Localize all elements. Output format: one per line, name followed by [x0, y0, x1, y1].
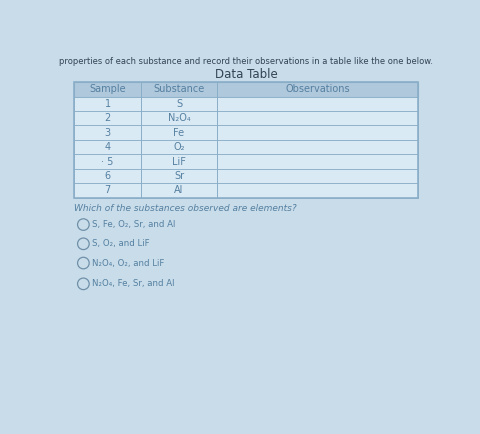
- Text: Observations: Observations: [285, 84, 349, 94]
- Text: 6: 6: [104, 171, 110, 181]
- Text: Al: Al: [174, 185, 183, 195]
- Text: properties of each substance and record their observations in a table like the o: properties of each substance and record …: [59, 57, 432, 66]
- Text: S, O₂, and LiF: S, O₂, and LiF: [92, 239, 150, 248]
- Bar: [74, 155, 417, 169]
- Text: 2: 2: [104, 113, 110, 123]
- Text: Substance: Substance: [153, 84, 204, 94]
- Text: D: D: [80, 279, 86, 288]
- Text: 4: 4: [104, 142, 110, 152]
- Text: · 5: · 5: [101, 157, 114, 167]
- Bar: [74, 183, 417, 197]
- Bar: [74, 125, 417, 140]
- Text: O₂: O₂: [173, 142, 184, 152]
- Text: 3: 3: [104, 128, 110, 138]
- Circle shape: [77, 278, 89, 289]
- Text: 7: 7: [104, 185, 110, 195]
- Text: Sample: Sample: [89, 84, 126, 94]
- Text: N₂O₄: N₂O₄: [168, 113, 190, 123]
- Bar: [74, 82, 417, 197]
- Text: Data Table: Data Table: [214, 68, 277, 81]
- Text: Which of the substances observed are elements?: Which of the substances observed are ele…: [74, 204, 296, 213]
- Text: N₂O₄, O₂, and LiF: N₂O₄, O₂, and LiF: [92, 259, 164, 267]
- Bar: [74, 96, 417, 111]
- Text: Sr: Sr: [174, 171, 184, 181]
- Circle shape: [77, 257, 89, 269]
- Text: A: A: [80, 220, 86, 229]
- Text: LiF: LiF: [172, 157, 186, 167]
- Text: S: S: [176, 99, 182, 109]
- Bar: [74, 169, 417, 183]
- Circle shape: [77, 238, 89, 250]
- Text: Fe: Fe: [173, 128, 184, 138]
- Text: N₂O₄, Fe, Sr, and Al: N₂O₄, Fe, Sr, and Al: [92, 279, 174, 288]
- Circle shape: [77, 219, 89, 230]
- Text: S, Fe, O₂, Sr, and Al: S, Fe, O₂, Sr, and Al: [92, 220, 175, 229]
- Bar: [74, 82, 417, 96]
- Text: B: B: [80, 239, 86, 248]
- Bar: [74, 111, 417, 125]
- Text: 1: 1: [104, 99, 110, 109]
- Bar: [74, 140, 417, 155]
- Text: C: C: [80, 259, 86, 267]
